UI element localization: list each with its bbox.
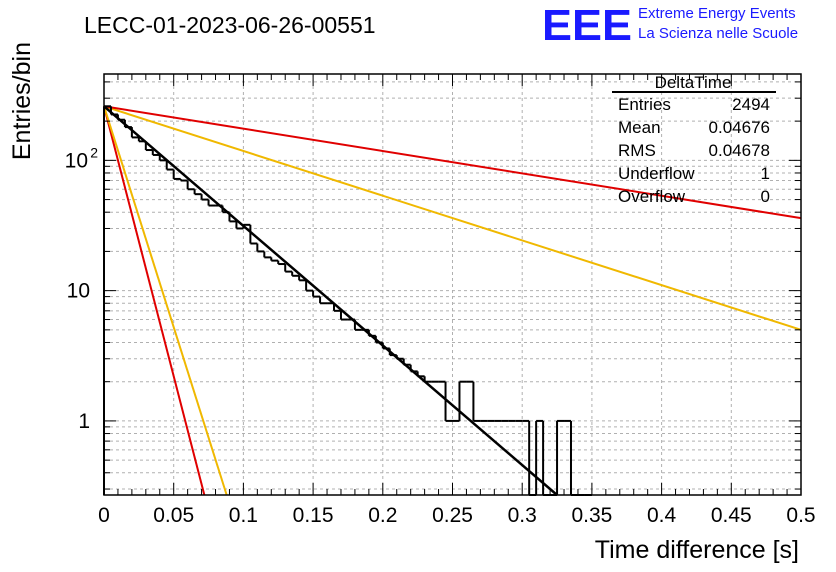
band-yellow-shallow-line [103,105,802,331]
x-tick-label: 0.4 [647,504,677,527]
eee-logo: EEE Extreme Energy Events La Scienza nel… [542,1,798,50]
stats-key-rms: RMS [618,141,656,160]
x-tick-label: 0.1 [229,504,258,527]
x-tick-label: 0.3 [508,504,537,527]
y-axis-title: Entries/bin [8,42,36,160]
fit-line [103,105,558,496]
eee-logo-mark: EEE [542,1,632,50]
axis-ticks [103,74,802,495]
grid [104,74,801,495]
stats-key-underflow: Underflow [618,164,695,183]
stats-box: DeltaTime Entries 2494 Mean 0.04676 RMS … [612,73,776,206]
stats-key-entries: Entries [618,95,671,114]
stats-key-overflow: Overflow [618,187,686,206]
y-tick-label: 1 [78,410,90,433]
y-tick-label-exponent: 2 [90,144,98,160]
run-title: LECC-01-2023-06-26-00551 [84,12,376,38]
fit-band-lines [103,105,802,496]
stats-value-overflow: 0 [761,187,770,206]
histogram [103,105,592,496]
y-tick-label: 10 [65,149,88,172]
band-red-steep-line [103,106,206,496]
stats-value-rms: 0.04678 [709,141,770,160]
x-tick-label: 0.45 [711,504,752,527]
x-tick-labels: 0 0.05 0.1 0.15 0.2 0.25 0.3 0.35 0.4 0.45 0.5 [98,504,815,527]
stats-value-entries: 2494 [732,95,770,114]
stats-key-mean: Mean [618,118,661,137]
x-tick-label: 0.05 [153,504,194,527]
x-tick-label: 0.5 [786,504,815,527]
x-tick-label: 0.15 [293,504,334,527]
x-tick-label: 0.2 [368,504,397,527]
fit-line [103,105,558,496]
band-red-shallow-line [103,105,802,220]
x-axis-title: Time difference [s] [595,536,799,564]
band-yellow-steep-line [103,105,228,496]
eee-logo-line2: La Scienza nelle Scuole [638,25,798,42]
x-tick-label: 0 [98,504,110,527]
stats-value-mean: 0.04676 [709,118,770,137]
stats-value-underflow: 1 [761,164,770,183]
y-tick-label: 10 [67,280,90,303]
stats-title: DeltaTime [655,73,732,92]
x-tick-label: 0.25 [432,504,473,527]
eee-logo-line1: Extreme Energy Events [638,5,796,22]
x-tick-label: 0.35 [571,504,612,527]
